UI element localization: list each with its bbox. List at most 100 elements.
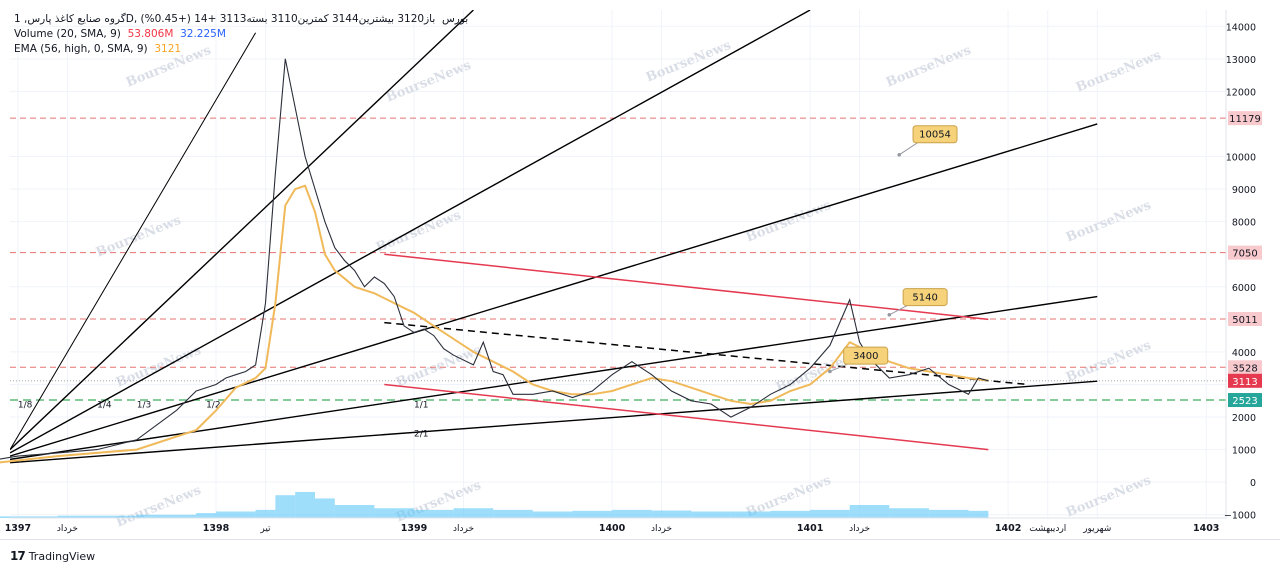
time-tick-label: اردیبهشت bbox=[1029, 524, 1066, 534]
price-tick-label: 4000 bbox=[1232, 348, 1256, 359]
last-price-label: 3113 bbox=[1232, 377, 1257, 388]
legend-volume-label[interactable]: Volume (20, SMA, 9) bbox=[14, 28, 121, 40]
volume-bar bbox=[651, 510, 692, 518]
fan-line bbox=[10, 295, 1098, 461]
price-tick-label: 10000 bbox=[1226, 153, 1256, 164]
volume-bar bbox=[374, 508, 415, 518]
callout-label: 10054 bbox=[919, 130, 951, 141]
level-label: 7050 bbox=[1232, 249, 1257, 260]
time-tick-label: 1398 bbox=[203, 523, 230, 534]
level-label: 3528 bbox=[1232, 363, 1257, 374]
volume-bar bbox=[196, 513, 216, 518]
channel-line bbox=[384, 253, 989, 321]
green-level-badge bbox=[1228, 393, 1262, 408]
price-tick-label: 0 bbox=[1250, 478, 1256, 489]
price-line bbox=[0, 58, 989, 460]
callout-label: 3400 bbox=[853, 351, 878, 362]
time-tick-label: خرداد bbox=[849, 524, 870, 534]
volume-bar bbox=[136, 514, 197, 518]
callout-anchor bbox=[828, 369, 832, 374]
channel-line bbox=[384, 383, 989, 451]
level-badge bbox=[1228, 111, 1262, 126]
watermark-text: BourseNews bbox=[114, 483, 203, 531]
chart-legend: گروه صنایع کاغذ پارس, 1D, بورس باز3120 ب… bbox=[14, 12, 468, 57]
price-tick-label: 1000 bbox=[1232, 446, 1256, 457]
chart-grid bbox=[10, 10, 1226, 518]
watermark-text: BourseNews bbox=[1064, 473, 1153, 521]
last-price-badge bbox=[1228, 373, 1262, 388]
legend-symbol-row: گروه صنایع کاغذ پارس, 1D, بورس باز3120 ب… bbox=[14, 12, 468, 27]
volume-bar bbox=[414, 509, 454, 518]
ema-line bbox=[0, 184, 989, 464]
volume-bar bbox=[532, 511, 573, 518]
volume-bar bbox=[968, 510, 989, 518]
legend-symbol[interactable]: گروه صنایع کاغذ پارس, 1D, بورس bbox=[14, 13, 469, 25]
fan-label: 1/8 bbox=[18, 400, 33, 410]
volume-bar bbox=[453, 508, 494, 518]
time-tick-label: خرداد bbox=[57, 524, 78, 534]
watermark-text: BourseNews bbox=[94, 213, 183, 261]
watermark-text: BourseNews bbox=[114, 343, 203, 391]
callout-pointer bbox=[889, 304, 910, 316]
volume-bar bbox=[334, 504, 375, 518]
callout-box bbox=[912, 125, 958, 144]
tradingview-logo: 17 bbox=[10, 549, 26, 563]
price-tick-label: 6000 bbox=[1232, 283, 1256, 294]
volume-bar bbox=[889, 508, 929, 518]
watermark-text: BourseNews bbox=[644, 38, 733, 86]
watermark-text: BourseNews bbox=[1064, 338, 1153, 386]
volume-bar bbox=[255, 509, 276, 518]
time-tick-label: 1397 bbox=[5, 523, 31, 534]
fan-line bbox=[10, 123, 1098, 457]
time-tick-label: 1400 bbox=[599, 523, 626, 534]
volume-bar bbox=[612, 509, 652, 518]
price-tick-label: 8000 bbox=[1232, 218, 1256, 229]
watermarks: BourseNews BourseNews BourseNews BourseNews… bbox=[94, 38, 1163, 531]
time-tick-label: 1401 bbox=[797, 523, 823, 534]
legend-ohlc: باز3120 بیشترین3144 کمترین3110 بسته3113 … bbox=[140, 13, 436, 25]
time-tick-label: شهریور bbox=[1082, 524, 1111, 534]
fan-label: 1/2 bbox=[206, 400, 220, 410]
legend-ema-label[interactable]: EMA (56, high, 0, SMA, 9) bbox=[14, 43, 148, 55]
price-callouts: 10054 5140 3400 bbox=[828, 125, 958, 374]
callout-anchor bbox=[887, 313, 892, 317]
fan-line bbox=[10, 380, 1098, 464]
fan-line bbox=[10, 10, 474, 451]
ema-path bbox=[0, 184, 989, 464]
price-axis: 1400013000120001000090008000600040002000… bbox=[1224, 10, 1256, 522]
time-tick-label: 1402 bbox=[995, 523, 1021, 534]
time-tick-label: خرداد bbox=[651, 524, 672, 534]
fan-label: 2/1 bbox=[414, 430, 428, 440]
time-tick-label: تیر bbox=[259, 524, 271, 534]
callout-pointer bbox=[898, 141, 920, 156]
callout-box bbox=[843, 346, 889, 365]
footer-divider bbox=[0, 539, 1280, 540]
volume-bar bbox=[275, 495, 296, 518]
level-label: 5011 bbox=[1232, 315, 1257, 326]
green-level-label: 2523 bbox=[1232, 396, 1257, 407]
tradingview-footer[interactable]: 17 TradingView bbox=[10, 549, 95, 563]
fan-line bbox=[10, 32, 257, 450]
callout-box bbox=[902, 288, 948, 307]
level-badge bbox=[1228, 312, 1262, 327]
red-channel-lines bbox=[384, 253, 1029, 451]
volume-bar bbox=[493, 509, 533, 518]
level-label: 11179 bbox=[1229, 114, 1261, 125]
fan-line bbox=[10, 10, 811, 454]
time-tick-label: 1399 bbox=[401, 523, 427, 534]
legend-volume-sma: 32.225M bbox=[180, 28, 226, 40]
volume-bar bbox=[730, 511, 771, 518]
volume-bar bbox=[57, 515, 137, 518]
fan-label: 1/3 bbox=[137, 400, 151, 410]
price-tick-label: −1000 bbox=[1224, 511, 1256, 522]
price-path bbox=[0, 58, 989, 460]
callout-label: 5140 bbox=[912, 293, 937, 304]
tradingview-brand: TradingView bbox=[28, 549, 96, 563]
volume-bar bbox=[314, 498, 335, 518]
fan-label: 1/4 bbox=[97, 400, 112, 410]
volume-histogram bbox=[0, 491, 989, 518]
legend-volume-row: Volume (20, SMA, 9) 53.806M 32.225M bbox=[14, 27, 468, 42]
volume-bar bbox=[295, 491, 315, 518]
price-tick-label: 12000 bbox=[1226, 87, 1256, 98]
